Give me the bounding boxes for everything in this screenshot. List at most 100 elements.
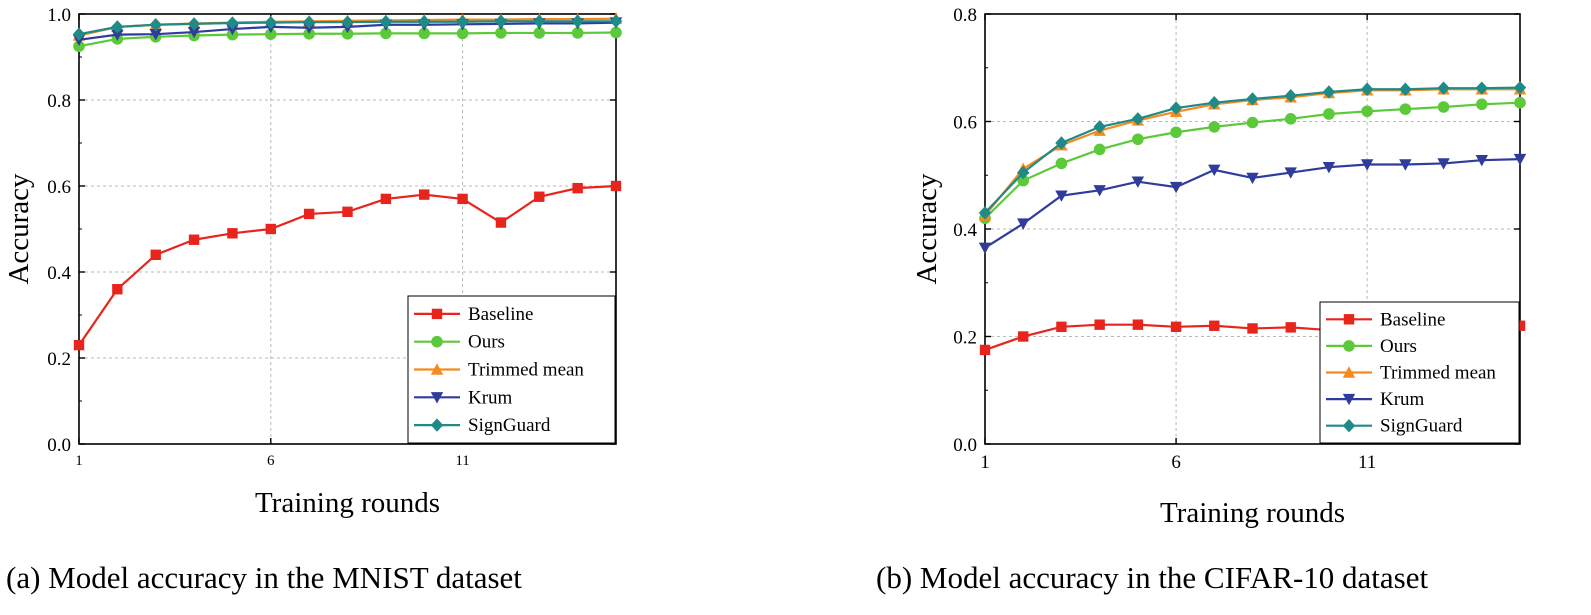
data-point-krum [187,26,201,39]
data-point-ours [264,28,277,41]
data-point-signguard [1169,101,1183,115]
data-point-signguard [149,18,162,32]
series-signguard [72,14,623,41]
data-point-krum [1055,190,1068,202]
data-point-krum [1208,164,1221,177]
data-point-krum [1437,158,1450,170]
data-point-baseline [342,206,353,217]
data-point-baseline [1170,321,1182,333]
data-point-baseline [457,193,468,205]
data-point-krum [149,29,162,41]
data-point-signguard [1246,92,1259,106]
series-baseline [73,180,622,351]
data-point-ours [341,27,354,40]
y-tick-label: 0.4 [47,263,71,284]
data-point-signguard [1322,85,1336,99]
legend-marker-signguard [1342,419,1356,433]
data-point-baseline [610,180,622,192]
data-point-ours [1093,143,1106,156]
data-point-signguard [1131,112,1145,126]
data-point-baseline [227,228,238,239]
y-tick-label: 1.0 [47,5,71,26]
data-point-signguard [187,17,201,31]
data-point-baseline [303,208,315,220]
data-point-ours [495,27,507,39]
data-point-baseline [572,182,583,194]
y-tick-label: 0.0 [953,435,977,456]
data-point-ours [1055,157,1068,170]
data-point-baseline [112,284,123,295]
data-point-baseline [495,217,507,228]
x-tick-label: 1 [980,452,990,473]
data-point-baseline [188,234,200,245]
data-point-ours [456,27,469,40]
data-point-ours [1399,103,1412,115]
y-tick-label: 0.4 [953,220,977,241]
y-tick-label: 0.6 [953,113,977,134]
data-point-signguard [1360,82,1374,96]
legend-label-signguard: SignGuard [468,415,551,436]
legend-label-krum: Krum [1380,389,1425,410]
data-point-krum [1131,176,1145,188]
series-line-krum [984,158,1521,249]
data-point-baseline [1132,319,1144,330]
data-point-baseline [1285,322,1296,333]
data-point-baseline [534,191,545,202]
x-tick-label: 11 [455,453,469,469]
x-tick-label: 6 [267,453,275,469]
legend-marker-trimmed-mean [430,363,444,375]
data-point-krum [1360,159,1374,171]
x-tick-label: 6 [1171,452,1181,473]
data-point-signguard [418,15,431,29]
series-ours [979,96,1526,225]
data-point-ours [571,27,584,39]
legend-label-trimmed-mean: Trimmed mean [468,360,584,381]
legend-marker-ours [1343,340,1355,352]
data-point-ours [418,27,431,40]
data-point-baseline [1247,323,1258,334]
data-point-krum [1017,218,1030,230]
y-tick-label: 0.2 [47,349,71,370]
series-krum [978,153,1527,255]
legend-label-ours: Ours [1380,336,1417,357]
y-tick-label: 0.6 [47,177,71,198]
data-point-signguard [978,206,992,220]
caption-mnist: (a) Model accuracy in the MNIST dataset [6,560,522,595]
data-point-krum [111,29,124,41]
y-axis-label: Accuracy [3,173,35,285]
data-point-ours [380,27,392,40]
data-point-signguard [379,15,393,29]
data-point-ours [1437,101,1450,113]
data-point-signguard [1513,80,1527,95]
data-point-ours [1323,108,1335,120]
data-point-signguard [1284,89,1297,103]
data-point-ours [1514,96,1526,109]
series-signguard [978,80,1527,220]
data-point-signguard [533,14,546,29]
data-point-signguard [302,15,316,29]
data-point-baseline [1056,321,1067,333]
data-point-krum [1284,167,1297,179]
data-point-baseline [380,193,392,205]
data-point-baseline [265,223,276,235]
data-point-signguard [1399,82,1412,96]
x-axis-label: Training rounds [255,487,440,519]
data-point-ours [1475,98,1488,111]
data-point-ours [1208,121,1221,133]
data-point-ours [1361,105,1373,118]
data-point-baseline [73,339,85,351]
data-point-signguard [571,14,584,29]
legend-marker-krum [430,392,444,404]
data-point-krum [1169,181,1183,194]
data-point-krum [1322,161,1336,174]
data-point-signguard [226,16,239,30]
y-tick-label: 0.8 [953,5,977,26]
data-point-ours [1170,126,1182,139]
data-point-signguard [111,20,124,34]
legend-label-baseline: Baseline [1380,309,1445,330]
legend-marker-baseline [431,308,443,320]
data-point-signguard [72,27,86,41]
data-point-baseline [1514,320,1526,331]
data-point-krum [978,242,992,255]
